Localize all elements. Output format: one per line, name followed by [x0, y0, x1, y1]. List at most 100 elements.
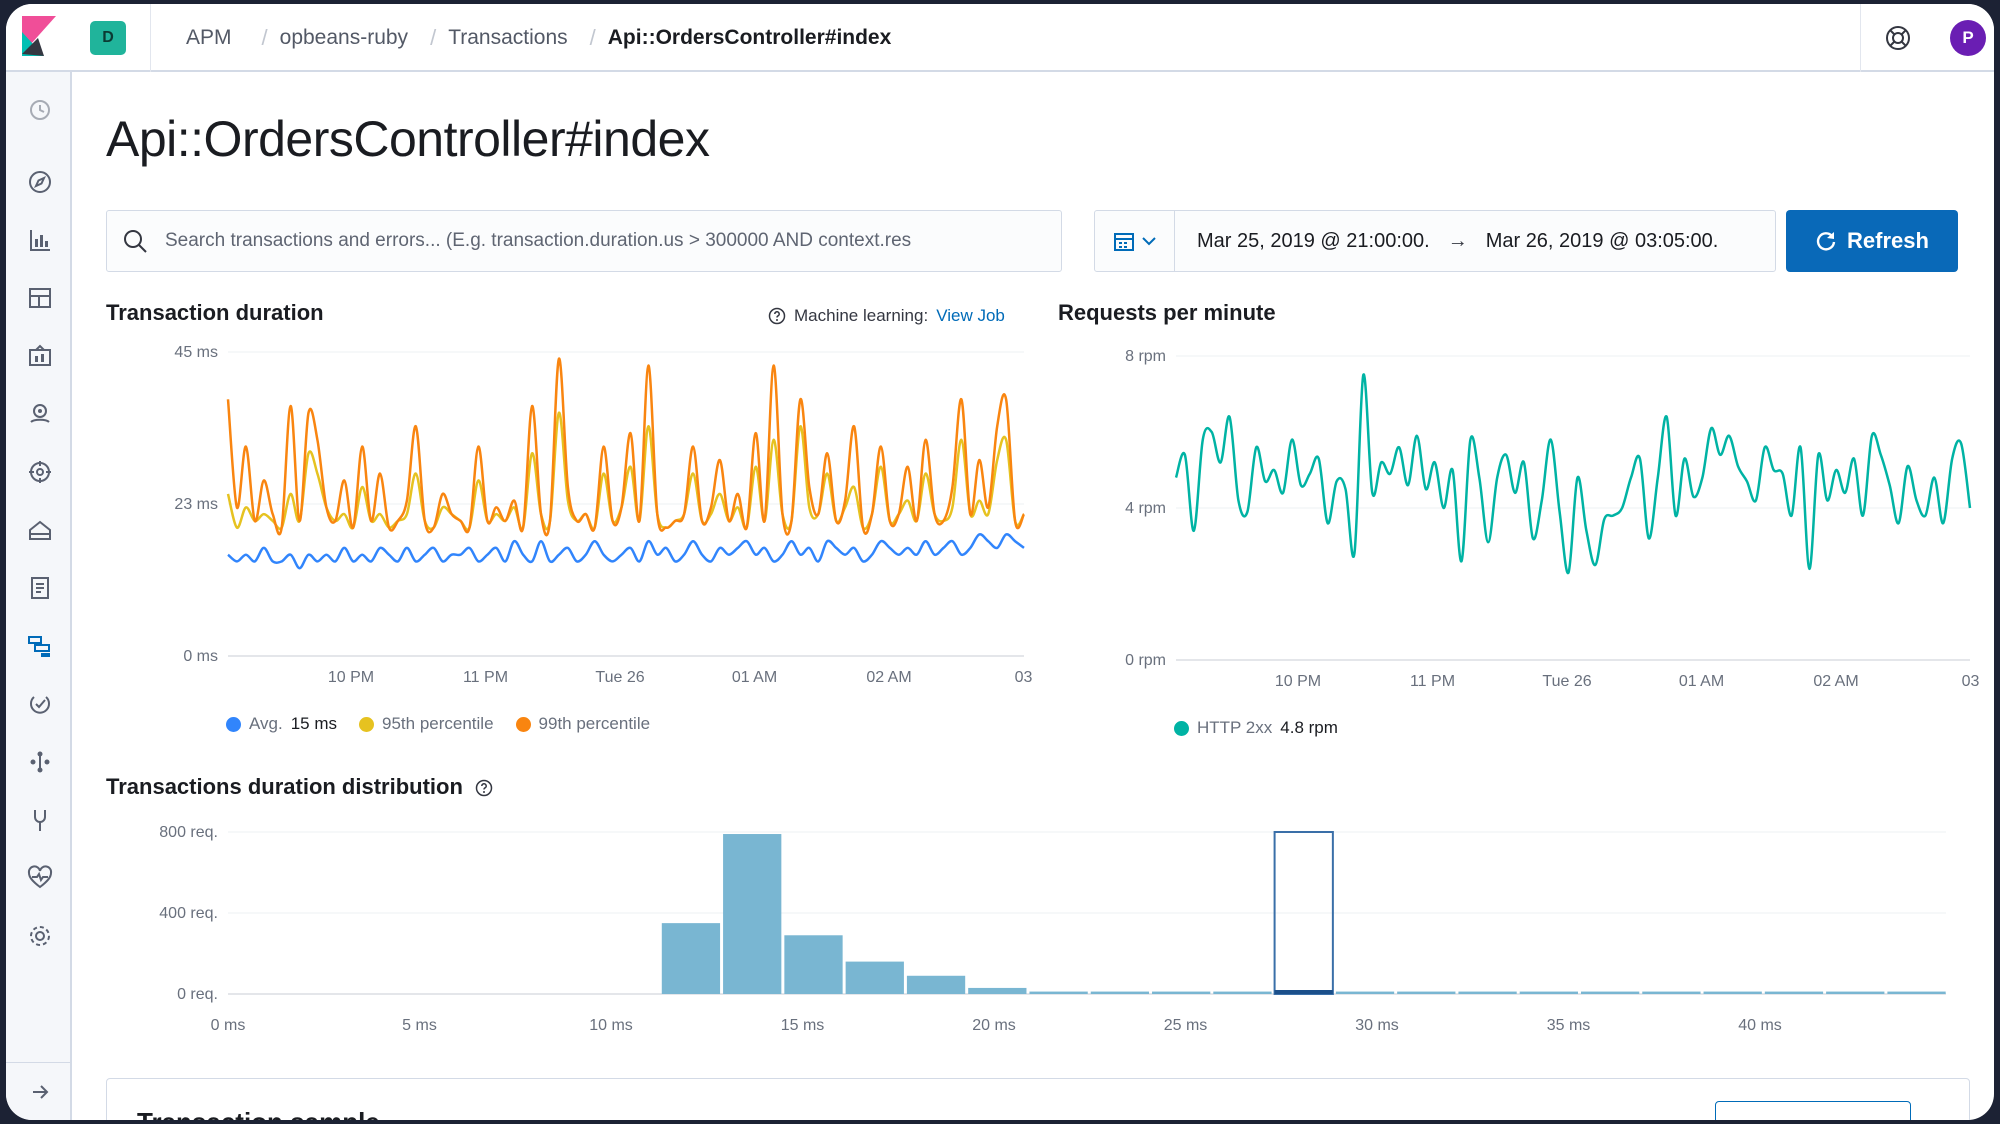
histogram-bar[interactable]: [784, 935, 843, 994]
legend-item[interactable]: 99th percentile: [515, 714, 651, 734]
x-tick-label: Tue 26: [1542, 673, 1591, 690]
requests-per-minute-title: Requests per minute: [1058, 300, 1276, 325]
siem-icon[interactable]: [26, 748, 54, 776]
dashboard-icon[interactable]: [26, 284, 54, 312]
histogram-bar[interactable]: [1152, 991, 1211, 994]
x-tick-label: 0 ms: [211, 1017, 246, 1034]
visualize-icon[interactable]: [26, 226, 54, 254]
histogram-bar[interactable]: [1213, 991, 1272, 994]
transaction-sample-title: Transaction sample: [137, 1107, 380, 1120]
series-line: [1174, 373, 1972, 574]
calendar-icon: [1113, 233, 1134, 251]
header-divider: [150, 4, 151, 72]
view-full-trace-button[interactable]: [1715, 1101, 1911, 1120]
refresh-icon: [1816, 232, 1836, 251]
x-tick-label: 10 PM: [1275, 673, 1321, 690]
histogram-bar[interactable]: [1580, 991, 1640, 994]
x-tick-label: 25 ms: [1164, 1017, 1208, 1034]
search-bar[interactable]: [106, 210, 1062, 272]
y-tick-label: 400 req.: [159, 905, 218, 922]
start-date[interactable]: Mar 25, 2019 @ 21:00:00.: [1197, 229, 1430, 252]
side-navigation: [6, 72, 72, 1120]
legend-dot: [359, 716, 375, 732]
histogram-bar[interactable]: [1335, 991, 1395, 994]
question-icon[interactable]: [475, 779, 493, 797]
breadcrumb-service[interactable]: opbeans-ruby: [279, 26, 409, 49]
y-tick-label: 0 ms: [183, 648, 218, 665]
date-range-arrow-icon: →: [1447, 229, 1468, 252]
management-gear-icon[interactable]: [26, 922, 54, 950]
x-tick-label: 02 AM: [1813, 673, 1858, 690]
legend-label: 99th percentile: [538, 714, 651, 733]
histogram-bar[interactable]: [723, 834, 782, 994]
logs-icon[interactable]: [26, 574, 54, 602]
space-badge[interactable]: D: [90, 21, 126, 55]
expand-nav-arrow-icon[interactable]: [26, 1078, 54, 1106]
x-tick-label: 03: [1015, 669, 1033, 686]
histogram-bar[interactable]: [1519, 991, 1578, 994]
histogram-bar[interactable]: [1090, 991, 1150, 994]
transaction-duration-chart: 0 ms 23 ms 45 ms 10 PM 11 PM Tue 26 01 AM 02 AM…: [174, 344, 1032, 686]
histogram-bar[interactable]: [1764, 991, 1824, 994]
date-picker: Mar 25, 2019 @ 21:00:00. → Mar 26, 2019 …: [1094, 210, 1776, 272]
requests-per-minute-chart: 0 rpm 4 rpm 8 rpm 10 PM 11 PM Tue 26 01 AM 02 A…: [1125, 348, 1979, 690]
ml-icon[interactable]: [26, 458, 54, 486]
search-input[interactable]: [165, 230, 1045, 252]
infrastructure-icon[interactable]: [26, 516, 54, 544]
legend-dot: [226, 716, 241, 732]
help-menu-icon[interactable]: [1884, 24, 1912, 52]
histogram-bar[interactable]: [1703, 991, 1762, 994]
histogram-bar[interactable]: [968, 987, 1027, 994]
maps-icon[interactable]: [26, 400, 54, 428]
breadcrumb: APM / opbeans-ruby / Transactions / Api:…: [186, 4, 891, 72]
breadcrumb-apm[interactable]: APM: [186, 26, 232, 49]
histogram-bar[interactable]: [1887, 991, 1946, 994]
legend-item[interactable]: 95th percentile: [359, 714, 494, 734]
recently-viewed-icon[interactable]: [26, 96, 54, 124]
distribution-title: Transactions duration distribution: [106, 774, 493, 800]
view-job-link[interactable]: View Job: [936, 306, 1005, 325]
histogram-bar[interactable]: [1029, 991, 1088, 994]
histogram-bar[interactable]: [661, 923, 721, 994]
dev-tools-icon[interactable]: [26, 806, 54, 834]
x-tick-label: 40 ms: [1738, 1017, 1782, 1034]
avatar[interactable]: P: [1950, 20, 1986, 56]
legend-item[interactable]: Avg. 15 ms: [226, 714, 337, 734]
distribution-title-text: Transactions duration distribution: [106, 774, 463, 799]
quick-select-button[interactable]: [1095, 211, 1175, 271]
refresh-label: Refresh: [1847, 228, 1929, 253]
histogram-bar[interactable]: [1458, 991, 1517, 994]
y-tick-label: 8 rpm: [1125, 348, 1166, 365]
breadcrumb-current: Api::OrdersController#index: [607, 26, 892, 49]
legend-value: 4.8 rpm: [1280, 718, 1338, 737]
x-tick-label: 10 PM: [328, 669, 374, 686]
page-title: Api::OrdersController#index: [106, 111, 710, 167]
canvas-icon[interactable]: [26, 342, 54, 370]
kibana-logo-icon[interactable]: [20, 14, 60, 60]
uptime-icon[interactable]: [26, 690, 54, 718]
breadcrumb-transactions[interactable]: Transactions: [448, 26, 568, 49]
monitoring-icon[interactable]: [26, 864, 54, 892]
apm-icon[interactable]: [26, 632, 54, 660]
x-tick-label: 35 ms: [1547, 1017, 1591, 1034]
legend-dot: [1174, 720, 1189, 736]
breadcrumb-separator: /: [261, 25, 268, 50]
end-date[interactable]: Mar 26, 2019 @ 03:05:00.: [1485, 229, 1719, 252]
y-tick-label: 0 rpm: [1125, 652, 1166, 669]
y-tick-label: 4 rpm: [1125, 500, 1166, 517]
legend-dot: [515, 716, 531, 732]
x-tick-label: Tue 26: [595, 669, 644, 686]
series-line: [227, 533, 1025, 570]
legend-label: HTTP 2xx: [1197, 718, 1273, 737]
refresh-button[interactable]: Refresh: [1786, 210, 1958, 272]
histogram-bar[interactable]: [845, 961, 904, 994]
x-tick-label: 11 PM: [463, 669, 508, 686]
selected-bucket-bar: [1274, 990, 1333, 994]
discover-icon[interactable]: [26, 168, 54, 196]
histogram-bar[interactable]: [906, 975, 966, 994]
histogram-bar[interactable]: [1642, 991, 1701, 994]
histogram-bar[interactable]: [1826, 991, 1885, 994]
histogram-bar[interactable]: [1397, 991, 1456, 994]
transaction-duration-legend: Avg. 15 ms 95th percentile 99th percentile: [226, 714, 672, 734]
legend-item[interactable]: HTTP 2xx 4.8 rpm: [1174, 718, 1338, 738]
